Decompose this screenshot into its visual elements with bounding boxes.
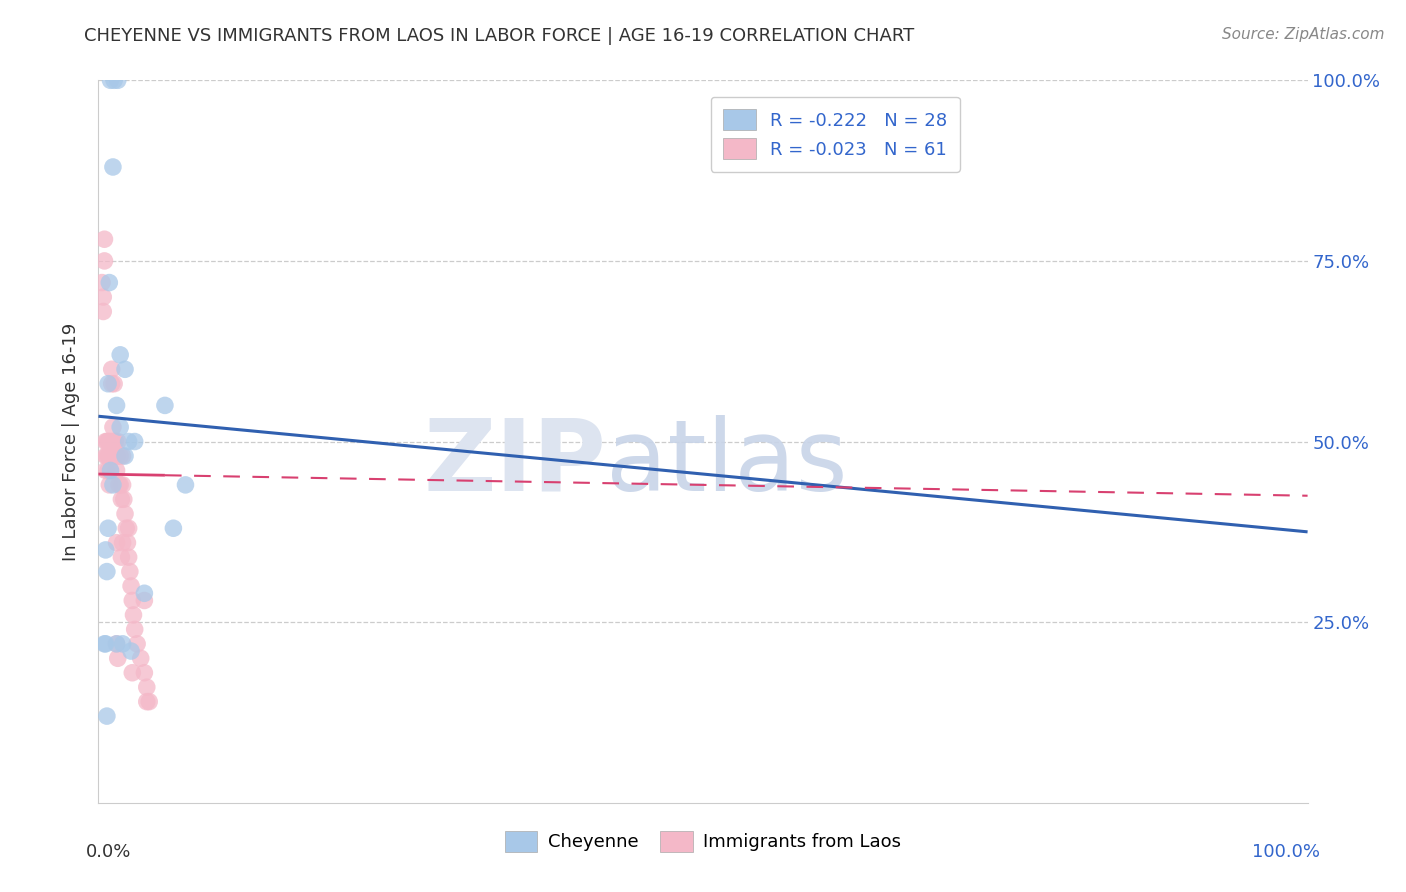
Point <box>91 304 114 318</box>
Point <box>134 665 156 680</box>
Point <box>107 651 129 665</box>
Point <box>104 434 127 449</box>
Point <box>120 579 142 593</box>
Point <box>118 434 141 449</box>
Point <box>108 478 131 492</box>
Point <box>93 232 115 246</box>
Point <box>114 449 136 463</box>
Point <box>98 434 121 449</box>
Point <box>105 637 128 651</box>
Point <box>107 434 129 449</box>
Point <box>120 644 142 658</box>
Point <box>103 73 125 87</box>
Point <box>96 449 118 463</box>
Point <box>111 535 134 549</box>
Point <box>100 362 122 376</box>
Text: 100.0%: 100.0% <box>1251 843 1320 861</box>
Point <box>114 507 136 521</box>
Point <box>118 521 141 535</box>
Point <box>112 492 135 507</box>
Point <box>134 586 156 600</box>
Point <box>121 593 143 607</box>
Point <box>100 434 122 449</box>
Point <box>108 348 131 362</box>
Point <box>134 593 156 607</box>
Point <box>105 637 128 651</box>
Point <box>96 709 118 723</box>
Point <box>94 463 117 477</box>
Point <box>135 695 157 709</box>
Point <box>174 478 197 492</box>
Point <box>108 420 131 434</box>
Point <box>96 434 118 449</box>
Point <box>124 623 146 637</box>
Y-axis label: In Labor Force | Age 16-19: In Labor Force | Age 16-19 <box>62 322 80 561</box>
Point <box>118 550 141 565</box>
Point <box>105 398 128 412</box>
Point <box>153 398 176 412</box>
Point <box>105 535 128 549</box>
Point <box>103 376 125 391</box>
Point <box>105 449 128 463</box>
Point <box>135 680 157 694</box>
Point <box>103 434 125 449</box>
Point <box>111 478 134 492</box>
Text: Source: ZipAtlas.com: Source: ZipAtlas.com <box>1222 27 1385 42</box>
Point <box>101 434 124 449</box>
Point <box>122 607 145 622</box>
Point <box>98 478 121 492</box>
Text: CHEYENNE VS IMMIGRANTS FROM LAOS IN LABOR FORCE | AGE 16-19 CORRELATION CHART: CHEYENNE VS IMMIGRANTS FROM LAOS IN LABO… <box>84 27 915 45</box>
Point <box>98 276 121 290</box>
Point <box>121 665 143 680</box>
Legend: Cheyenne, Immigrants from Laos: Cheyenne, Immigrants from Laos <box>498 823 908 859</box>
Point <box>97 463 120 477</box>
Point <box>97 434 120 449</box>
Point <box>94 434 117 449</box>
Point <box>97 521 120 535</box>
Point <box>100 463 122 477</box>
Point <box>107 449 129 463</box>
Point <box>100 463 122 477</box>
Point <box>124 434 146 449</box>
Point <box>91 290 114 304</box>
Text: ZIP: ZIP <box>423 415 606 512</box>
Point <box>94 449 117 463</box>
Point <box>117 535 139 549</box>
Point <box>100 376 122 391</box>
Point <box>108 478 131 492</box>
Point <box>118 565 141 579</box>
Point <box>101 478 124 492</box>
Point <box>94 637 117 651</box>
Point <box>127 637 149 651</box>
Point <box>101 160 124 174</box>
Point <box>97 376 120 391</box>
Point <box>162 521 184 535</box>
Point <box>129 651 152 665</box>
Point <box>97 449 120 463</box>
Point <box>100 73 122 87</box>
Point <box>94 542 117 557</box>
Point <box>93 637 115 651</box>
Point <box>93 253 115 268</box>
Point <box>107 73 129 87</box>
Point <box>98 449 121 463</box>
Point <box>91 276 114 290</box>
Point <box>108 449 131 463</box>
Point <box>100 449 122 463</box>
Point <box>110 550 132 565</box>
Point <box>110 492 132 507</box>
Point <box>101 420 124 434</box>
Point <box>111 637 134 651</box>
Text: 0.0%: 0.0% <box>86 843 132 861</box>
Point <box>105 463 128 477</box>
Point <box>104 449 127 463</box>
Point <box>114 362 136 376</box>
Point <box>138 695 160 709</box>
Point <box>96 565 118 579</box>
Point <box>111 449 134 463</box>
Text: atlas: atlas <box>606 415 848 512</box>
Point <box>115 521 138 535</box>
